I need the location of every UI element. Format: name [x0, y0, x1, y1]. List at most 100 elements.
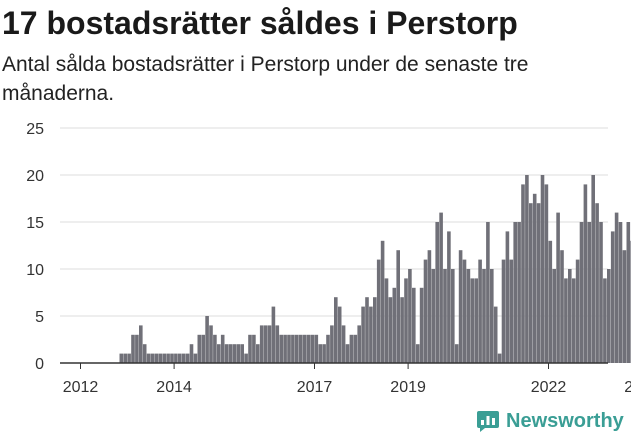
x-tick-label: 2019 — [390, 379, 426, 396]
bar — [579, 222, 584, 363]
bar — [595, 203, 599, 363]
bar — [318, 344, 322, 363]
bar — [228, 344, 233, 363]
bar — [396, 250, 400, 363]
brand-logo: Newsworthy — [476, 407, 624, 435]
y-tick-label: 25 — [26, 121, 44, 138]
bar — [369, 306, 373, 363]
bar — [291, 334, 295, 363]
bar — [224, 344, 229, 363]
bar — [185, 353, 190, 363]
bar — [400, 297, 404, 363]
bar — [388, 297, 393, 363]
bar — [462, 259, 467, 363]
bar — [330, 325, 334, 363]
bar — [568, 269, 572, 363]
bar — [295, 334, 299, 363]
bar — [536, 203, 541, 363]
bar — [365, 297, 369, 363]
bar — [322, 344, 326, 363]
bars — [119, 175, 631, 363]
bar — [263, 325, 268, 363]
bar — [443, 269, 447, 363]
bar — [209, 325, 213, 363]
bar — [575, 259, 580, 363]
bar — [220, 334, 225, 363]
bar — [166, 353, 170, 363]
bar — [334, 297, 338, 363]
bar — [158, 353, 163, 363]
bar — [197, 334, 202, 363]
bar — [548, 240, 553, 363]
bar — [310, 334, 315, 363]
bar — [236, 344, 241, 363]
bar — [135, 334, 139, 363]
bar — [505, 231, 510, 363]
bar — [560, 250, 564, 363]
bar — [139, 325, 143, 363]
bar — [232, 344, 237, 363]
bar — [306, 334, 311, 363]
bar — [217, 344, 221, 363]
bar — [298, 334, 303, 363]
bar — [150, 353, 155, 363]
bar — [583, 184, 588, 363]
bar — [466, 269, 471, 363]
bar — [213, 334, 217, 363]
bar — [146, 353, 151, 363]
bar — [404, 278, 408, 363]
chart-title: 17 bostadsrätter såldes i Perstorp — [2, 5, 518, 41]
bar — [127, 353, 131, 363]
bar — [415, 344, 420, 363]
bar — [283, 334, 287, 363]
bar — [610, 231, 615, 363]
bar — [454, 344, 459, 363]
newsworthy-logo-icon — [477, 411, 499, 432]
bar — [162, 353, 166, 363]
bar — [380, 240, 385, 363]
bar — [302, 334, 307, 363]
bar — [252, 334, 256, 363]
bar — [205, 316, 209, 363]
bar — [119, 353, 124, 363]
bar — [345, 344, 350, 363]
x-tick-label: 2017 — [297, 379, 333, 396]
bar — [341, 325, 346, 363]
bar-chart: 051015202520122014201720192022202417 — [26, 121, 631, 396]
brand-name: Newsworthy — [506, 410, 624, 432]
bar — [470, 278, 475, 363]
bar — [427, 250, 432, 363]
bar — [193, 353, 198, 363]
bar — [564, 278, 568, 363]
bar — [517, 222, 521, 363]
bar — [123, 353, 127, 363]
bar — [478, 259, 482, 363]
bar — [626, 222, 631, 363]
bar — [267, 325, 272, 363]
bar — [181, 353, 186, 363]
bar — [131, 334, 135, 363]
bar — [607, 269, 611, 363]
bar — [603, 278, 607, 363]
bar — [556, 212, 560, 363]
bar — [439, 212, 443, 363]
bar — [174, 353, 178, 363]
bar — [392, 287, 397, 363]
bar — [501, 259, 506, 363]
bar — [435, 222, 439, 363]
bar — [357, 325, 361, 363]
bar — [486, 222, 490, 363]
bar — [529, 203, 533, 363]
bar — [532, 193, 537, 363]
bar — [271, 306, 276, 363]
bar — [614, 212, 619, 363]
bar — [544, 184, 549, 363]
bar — [419, 287, 424, 363]
bar — [240, 344, 244, 363]
bar — [525, 175, 529, 363]
bar — [353, 334, 358, 363]
bar — [431, 269, 436, 363]
bar — [513, 222, 517, 363]
bar — [521, 184, 525, 363]
bar — [497, 353, 502, 363]
